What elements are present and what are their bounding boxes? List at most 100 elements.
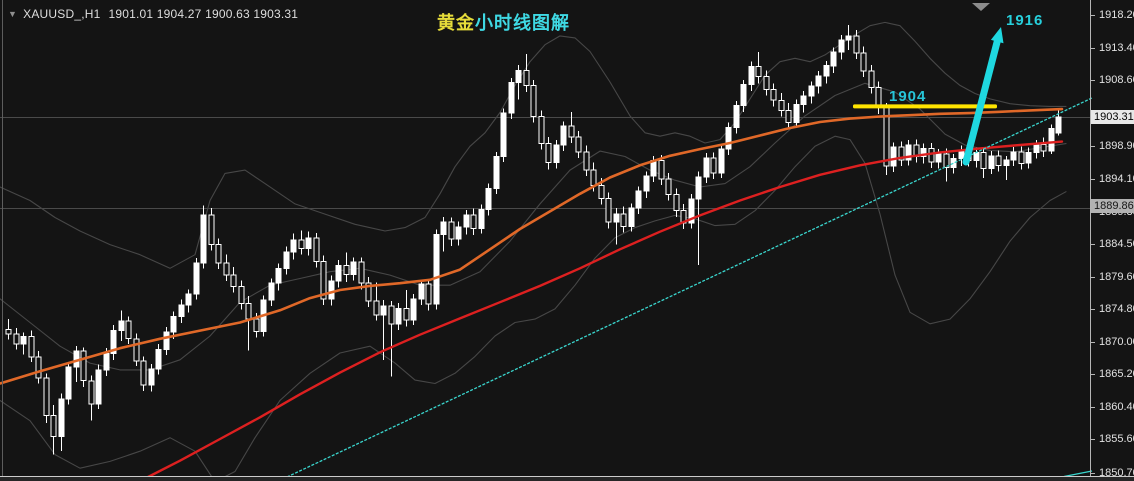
- candle-up: [1033, 143, 1040, 153]
- candle-up: [1055, 116, 1062, 134]
- candle-up: [275, 267, 282, 284]
- candle-up: [463, 214, 470, 228]
- candle-up: [455, 226, 462, 240]
- candle-down: [43, 377, 50, 416]
- candle-down: [313, 237, 320, 263]
- chart-title-rest: 小时线图解: [475, 13, 570, 33]
- candle-up: [395, 307, 402, 325]
- symbol-info-bar: ▼ XAUUSD_,H1 1901.01 1904.27 1900.63 1903.…: [8, 7, 298, 21]
- candle-down: [388, 305, 395, 325]
- chevron-down-icon[interactable]: ▼: [8, 9, 18, 19]
- candle-down: [80, 350, 87, 382]
- chart-shift-marker-icon[interactable]: [972, 3, 990, 11]
- candle-down: [605, 198, 612, 223]
- candle-up: [613, 213, 620, 223]
- chart-bottom-border: [0, 476, 1134, 477]
- candle-up: [418, 283, 425, 300]
- price-axis[interactable]: 1918.201913.401908.601898.901894.101884.…: [1090, 0, 1134, 479]
- candle-up: [433, 233, 440, 305]
- candle-down: [665, 178, 672, 195]
- candle-up: [148, 368, 155, 386]
- fast-ma-line: [0, 107, 1064, 385]
- candle-up: [268, 282, 275, 301]
- projection-arrow-shaft[interactable]: [962, 36, 1002, 166]
- candle-down: [215, 244, 222, 264]
- candle-down: [755, 65, 762, 78]
- candle-up: [635, 190, 642, 209]
- candle-up: [95, 369, 102, 405]
- trendline[interactable]: [286, 96, 1094, 478]
- candle-down: [868, 70, 875, 88]
- target-price-label: 1916: [1006, 12, 1044, 29]
- candle-up: [20, 336, 27, 345]
- candle-down: [943, 153, 950, 168]
- candle-up: [290, 239, 297, 253]
- candle-up: [643, 175, 650, 192]
- candle-up: [485, 187, 492, 210]
- candle-up: [328, 280, 335, 300]
- candle-up: [1003, 159, 1010, 166]
- candle-up: [110, 330, 117, 355]
- candle-up: [808, 85, 815, 97]
- candle-up: [58, 398, 65, 437]
- candle-up: [628, 207, 635, 227]
- candle-down: [470, 214, 477, 229]
- candle-down: [5, 328, 12, 335]
- candle-down: [860, 52, 867, 72]
- candle-up: [185, 293, 192, 306]
- candle-down: [140, 360, 147, 386]
- candle-up: [1025, 151, 1032, 164]
- candle-down: [365, 282, 372, 302]
- bollinger-lower-band: [0, 135, 1067, 481]
- current-price-tag: 1903.31: [1091, 110, 1134, 125]
- axis-separator: [1090, 0, 1091, 477]
- trendline-secondary[interactable]: [1063, 470, 1093, 478]
- candle-down: [253, 318, 260, 332]
- candle-up: [905, 144, 912, 161]
- candle-down: [245, 303, 252, 320]
- slow-ma-line: [146, 140, 1064, 479]
- candle-down: [575, 136, 582, 153]
- resistance-line[interactable]: [853, 104, 997, 109]
- candle-down: [995, 155, 1002, 166]
- candle-down: [28, 336, 35, 358]
- candle-up: [890, 146, 897, 167]
- candle-down: [320, 261, 327, 300]
- candle-up: [800, 95, 807, 105]
- candle-down: [980, 151, 987, 170]
- candle-down: [598, 185, 605, 200]
- candle-up: [380, 305, 387, 316]
- candle-down: [50, 414, 57, 437]
- candle-down: [763, 76, 770, 90]
- candle-down: [590, 169, 597, 187]
- candle-up: [935, 153, 942, 163]
- candle-up: [493, 156, 500, 189]
- candle-up: [335, 265, 342, 282]
- candle-up: [950, 158, 957, 168]
- candle-down: [125, 320, 132, 340]
- candle-down: [13, 333, 20, 345]
- candle-up: [200, 214, 207, 264]
- candle-down: [223, 262, 230, 276]
- projection-arrow-head: [990, 27, 1004, 44]
- candle-down: [710, 157, 717, 174]
- ohlc-values: 1901.01 1904.27 1900.63 1903.31: [108, 7, 299, 21]
- candle-up: [703, 157, 710, 178]
- candle-up: [178, 304, 185, 317]
- candle-down: [208, 214, 215, 246]
- candle-up: [193, 262, 200, 295]
- candle-down: [133, 338, 140, 362]
- candle-up: [748, 65, 755, 86]
- candle-down: [1018, 151, 1025, 164]
- candle-up: [118, 320, 125, 332]
- candle-up: [65, 366, 72, 400]
- candle-up: [350, 261, 357, 275]
- candle-up: [163, 331, 170, 351]
- candle-up: [1048, 128, 1055, 152]
- candle-up: [688, 198, 695, 224]
- candle-down: [583, 151, 590, 171]
- candle-up: [988, 155, 995, 170]
- symbol-timeframe-label: XAUUSD_,H1: [23, 7, 101, 21]
- candle-up: [695, 176, 702, 200]
